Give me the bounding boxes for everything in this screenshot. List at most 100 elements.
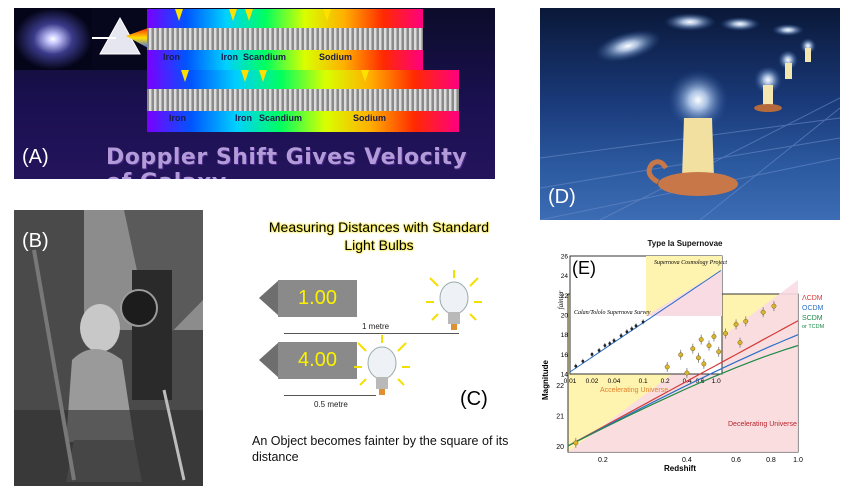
- x-axis-label: Redshift: [664, 464, 696, 473]
- panel-a-title: Doppler Shift Gives Velocity of Galaxy: [106, 145, 468, 179]
- supernova-chart: Type Ia Supernovae Redshift Magnitude fa…: [541, 239, 825, 473]
- brightness-box: 1.00: [278, 280, 357, 317]
- inset-model-line: [569, 270, 722, 373]
- inset-y-tick-label: 22: [561, 293, 569, 300]
- data-point: [733, 321, 739, 327]
- inset-x-tick-label: 0.2: [661, 378, 670, 385]
- panel-b-photo: (B): [14, 210, 203, 486]
- inset-data-point: [625, 330, 629, 334]
- y-tick-label: 20: [556, 444, 564, 451]
- legend: ΛCDM OCDM SCDM or TCDM: [802, 295, 825, 330]
- panel-c-title: Measuring Distances with Standard Light …: [234, 218, 524, 254]
- astronomer-photo: [14, 210, 203, 486]
- distance-label: 0.5 metre: [314, 400, 348, 409]
- data-point: [573, 440, 579, 446]
- legend-entry: or TCDM: [802, 324, 825, 330]
- data-point: [698, 337, 704, 343]
- panel-letter-b: (B): [22, 230, 49, 252]
- arrow-icon: [323, 9, 331, 21]
- data-point: [760, 309, 766, 315]
- absorption-lines: [147, 28, 423, 50]
- arrow-icon: [259, 70, 267, 82]
- survey-label: Supernova Cosmology Project: [654, 260, 727, 266]
- distance-line: [284, 395, 376, 396]
- x-tick-label: 0.6: [731, 457, 741, 464]
- data-point: [716, 349, 722, 355]
- arrow-icon: [361, 70, 369, 82]
- line-label: Iron: [221, 52, 238, 62]
- candles-illustration: [540, 13, 840, 220]
- arrow-icon: [175, 9, 183, 21]
- absorption-lines: [147, 89, 459, 111]
- inset-y-label: fainter: [557, 290, 565, 309]
- inset-data-point: [590, 352, 594, 356]
- y-axis-label: Magnitude: [541, 359, 550, 400]
- legend-entry: SCDM: [802, 315, 823, 322]
- data-point: [684, 370, 690, 376]
- inset-data-point: [619, 334, 623, 338]
- line-label: Iron: [163, 52, 180, 62]
- data-point: [678, 352, 684, 358]
- panel-letter-d: (D): [548, 186, 576, 208]
- inset-data-point: [630, 327, 634, 331]
- inset-y-tick-label: 26: [561, 254, 569, 261]
- inset-decel-region: [646, 270, 722, 316]
- inset-data-point: [603, 344, 607, 347]
- x-tick-label: 0.4: [682, 457, 692, 464]
- inset-x-tick-label: 0.04: [608, 378, 621, 385]
- y-tick-label: 22: [556, 383, 564, 390]
- inset-x-tick-label: 1.0: [712, 378, 721, 385]
- data-point: [743, 318, 749, 324]
- prism-icon: [92, 8, 148, 70]
- inset-x-tick-label: 0.01: [564, 378, 577, 385]
- galaxy-image: [14, 8, 92, 70]
- data-point: [711, 334, 717, 339]
- inset-data-point: [581, 359, 585, 363]
- data-point: [664, 364, 670, 370]
- inset-data-point: [612, 339, 616, 342]
- region-label: Accelerating Universe: [600, 387, 668, 394]
- line-label: Iron: [169, 113, 186, 123]
- inset-x-tick-label: 0.02: [586, 378, 599, 385]
- panel-a-doppler: Iron Iron Scandium Sodium Iron Iron Scan…: [14, 8, 495, 179]
- region-label: Decelerating Universe: [728, 421, 797, 428]
- panel-c-standard-bulbs: Measuring Distances with Standard Light …: [234, 210, 524, 485]
- x-tick-label: 0.8: [766, 457, 776, 464]
- inset-y-tick-label: 18: [561, 332, 569, 339]
- panel-letter-e: (E): [572, 258, 596, 278]
- panel-letter-c: (C): [460, 388, 488, 410]
- distance-label: 1 metre: [362, 322, 390, 331]
- chart-title: Type Ia Supernovae: [648, 239, 724, 248]
- line-label: Sodium: [353, 113, 386, 123]
- line-label: Iron: [235, 113, 252, 123]
- arrow-icon: [241, 70, 249, 82]
- survey-label: Calan/Tololo Supernova Survey: [574, 310, 651, 316]
- model-line: [567, 334, 799, 447]
- data-point: [690, 346, 696, 352]
- x-tick-label: 0.2: [598, 457, 608, 464]
- brightness-value: 4.00: [298, 349, 337, 371]
- y-tick-label: 21: [556, 414, 564, 421]
- data-point: [771, 303, 777, 309]
- panel-d-standard-candles: (D): [540, 8, 840, 220]
- inset-y-tick-label: 20: [561, 313, 569, 320]
- arrow-icon: [229, 9, 237, 21]
- panel-e-chart: Type Ia Supernovae Redshift Magnitude fa…: [540, 230, 840, 490]
- screen-edge: [259, 280, 279, 316]
- line-label: Sodium: [319, 52, 352, 62]
- spectrum-top: Iron Iron Scandium Sodium: [147, 9, 423, 71]
- model-lines: [567, 270, 799, 447]
- panel-c-title-line2: Light Bulbs: [344, 237, 414, 253]
- arrow-icon: [245, 9, 253, 21]
- arrow-icon: [181, 70, 189, 82]
- inset-x-tick-label: 0.6: [695, 378, 704, 385]
- legend-entry: ΛCDM: [802, 295, 823, 302]
- panel-c-title-line1: Measuring Distances with Standard: [268, 219, 490, 235]
- inset-y-tick-label: 14: [561, 372, 569, 379]
- panel-letter-a: (A): [22, 146, 49, 168]
- inset-data-point: [634, 324, 638, 328]
- model-line: [567, 320, 799, 447]
- lightbulb-icon: [354, 335, 410, 395]
- panel-c-caption: An Object becomes fainter by the square …: [252, 434, 509, 464]
